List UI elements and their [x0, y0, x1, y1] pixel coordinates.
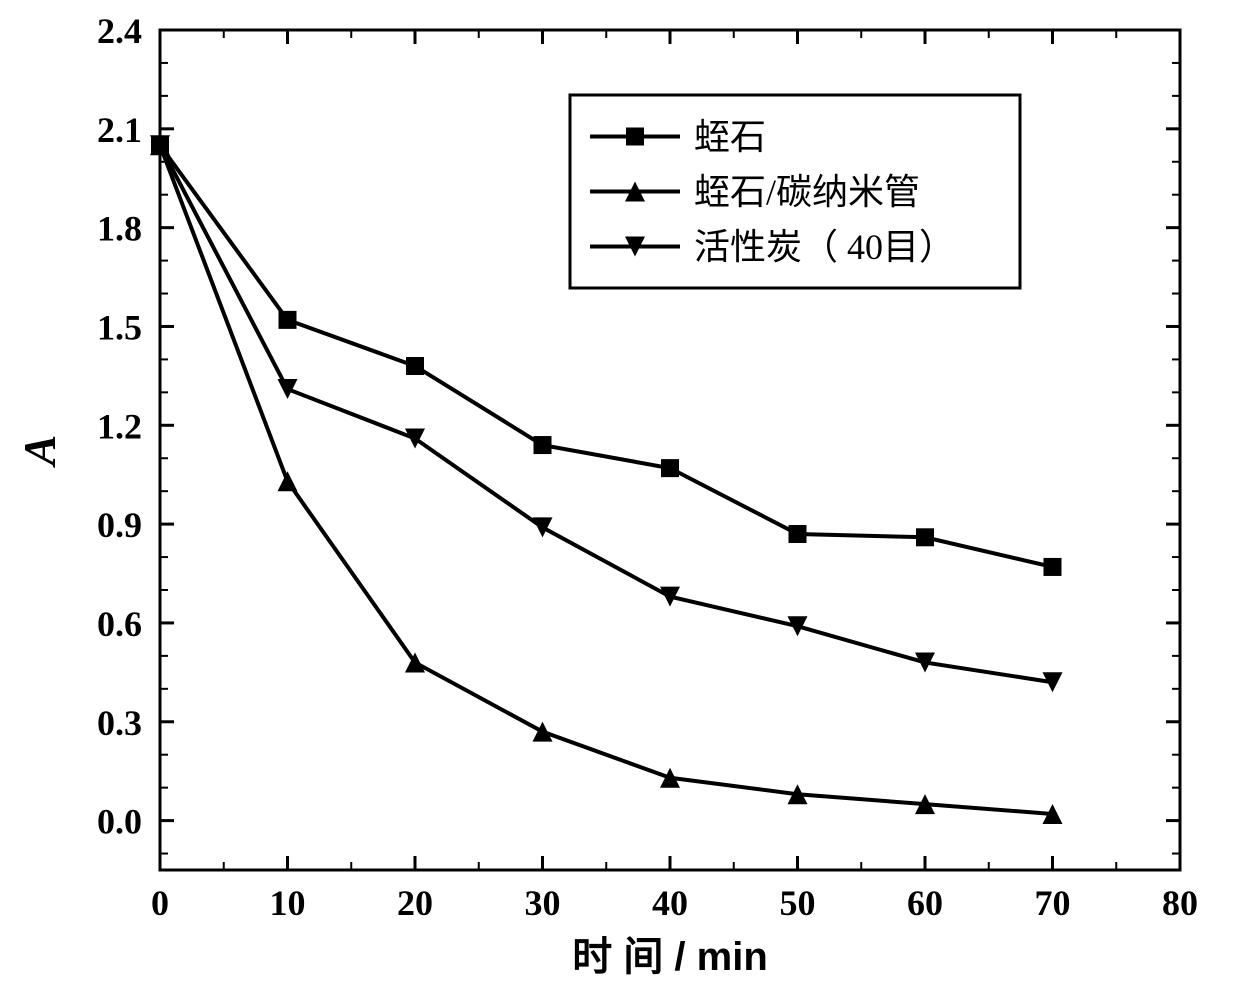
legend: 蛭石蛭石/碳纳米管活性炭（ 40目）: [570, 95, 1020, 288]
x-tick-label: 80: [1162, 883, 1198, 923]
y-axis-label: A: [14, 435, 65, 469]
y-tick-label: 1.2: [97, 406, 142, 446]
legend-label: 活性炭（ 40目）: [694, 227, 955, 267]
x-tick-label: 70: [1035, 883, 1071, 923]
y-tick-label: 1.8: [97, 209, 142, 249]
legend-label: 蛭石: [694, 117, 766, 157]
y-tick-label: 2.4: [97, 11, 142, 51]
x-tick-label: 30: [525, 883, 561, 923]
x-tick-label: 10: [270, 883, 306, 923]
x-tick-label: 20: [397, 883, 433, 923]
line-chart: 0 10 20 30 40 50 60 70 80 0.0 0.3 0.6 0.9 1.2 1.5 1.8 2.…: [0, 0, 1240, 998]
legend-label: 蛭石/碳纳米管: [694, 172, 920, 212]
y-tick-label: 0.6: [97, 604, 142, 644]
y-tick-label: 2.1: [97, 110, 142, 150]
x-tick-label: 0: [151, 883, 169, 923]
x-tick-label: 40: [652, 883, 688, 923]
chart-container: 0 10 20 30 40 50 60 70 80 0.0 0.3 0.6 0.9 1.2 1.5 1.8 2.…: [0, 0, 1240, 998]
y-tick-label: 0.9: [97, 505, 142, 545]
y-tick-label: 0.3: [97, 703, 142, 743]
x-axis-label: 时 间 / min: [572, 935, 768, 979]
y-tick-label: 0.0: [97, 802, 142, 842]
x-tick-label: 60: [907, 883, 943, 923]
x-tick-label: 50: [780, 883, 816, 923]
y-tick-label: 1.5: [97, 307, 142, 347]
